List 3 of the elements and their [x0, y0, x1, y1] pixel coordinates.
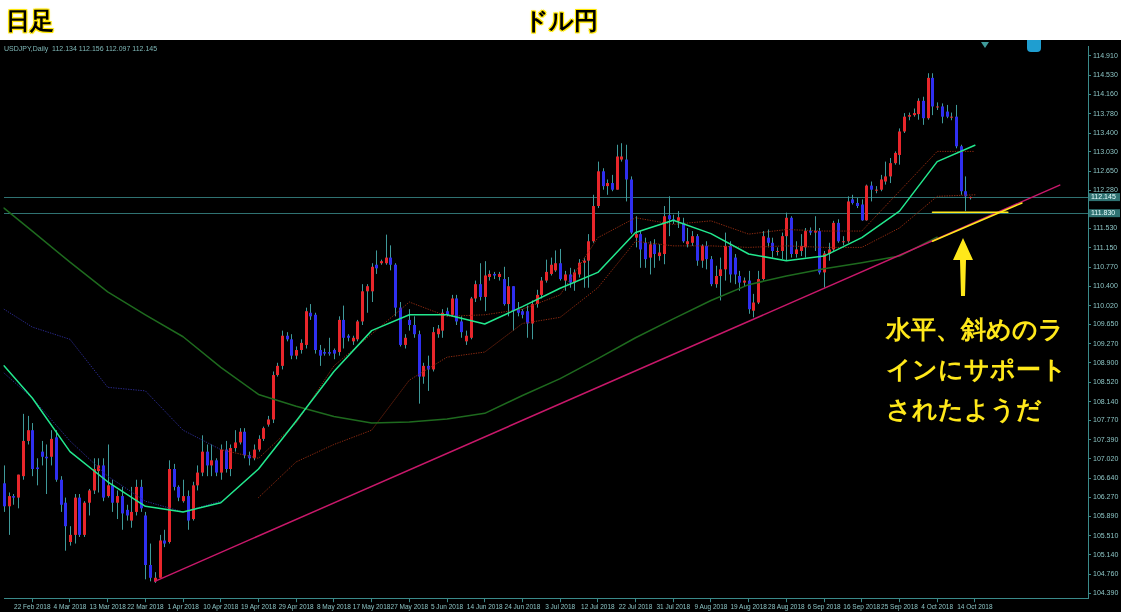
annotation: 水平、斜めのラインにサポートされたようだ — [886, 314, 1068, 426]
chart-subtitle: 日足 — [6, 6, 54, 37]
chart-title: ドル円 — [523, 7, 598, 35]
